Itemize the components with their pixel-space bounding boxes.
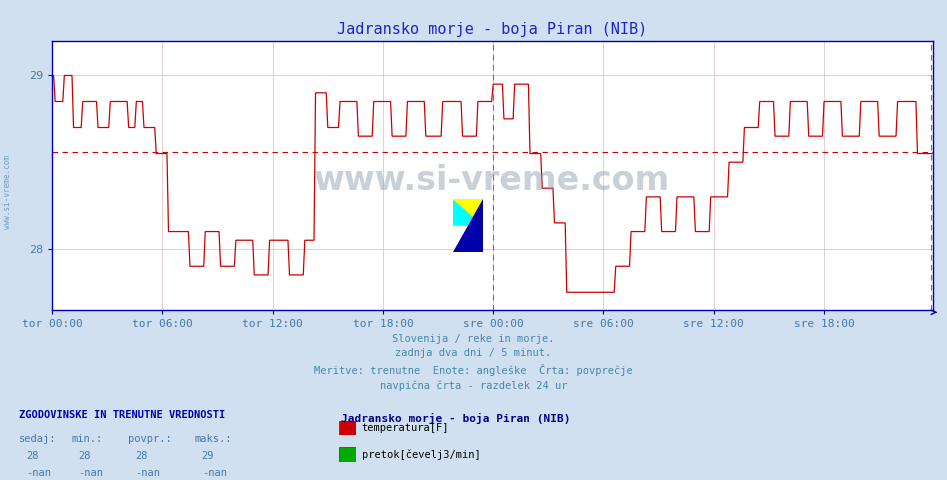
Text: 28: 28 bbox=[135, 451, 148, 461]
Text: www.si-vreme.com: www.si-vreme.com bbox=[3, 155, 12, 229]
Text: temperatura[F]: temperatura[F] bbox=[362, 423, 449, 433]
Text: pretok[čevelj3/min]: pretok[čevelj3/min] bbox=[362, 449, 480, 460]
Text: Jadransko morje - boja Piran (NIB): Jadransko morje - boja Piran (NIB) bbox=[341, 413, 570, 424]
Text: sedaj:: sedaj: bbox=[19, 434, 57, 444]
Text: Slovenija / reke in morje.
zadnja dva dni / 5 minut.
Meritve: trenutne  Enote: a: Slovenija / reke in morje. zadnja dva dn… bbox=[314, 334, 633, 391]
Polygon shape bbox=[453, 199, 483, 226]
Text: -nan: -nan bbox=[79, 468, 103, 478]
Text: -nan: -nan bbox=[202, 468, 226, 478]
Text: povpr.:: povpr.: bbox=[128, 434, 171, 444]
Text: -nan: -nan bbox=[27, 468, 51, 478]
Text: 28: 28 bbox=[27, 451, 39, 461]
Text: 29: 29 bbox=[202, 451, 214, 461]
Title: Jadransko morje - boja Piran (NIB): Jadransko morje - boja Piran (NIB) bbox=[337, 22, 648, 37]
Text: min.:: min.: bbox=[71, 434, 102, 444]
Bar bbox=[453, 226, 483, 252]
Text: -nan: -nan bbox=[135, 468, 160, 478]
Bar bbox=[453, 199, 483, 226]
Text: ZGODOVINSKE IN TRENUTNE VREDNOSTI: ZGODOVINSKE IN TRENUTNE VREDNOSTI bbox=[19, 410, 225, 420]
Polygon shape bbox=[453, 199, 483, 252]
Text: maks.:: maks.: bbox=[194, 434, 232, 444]
Text: 28: 28 bbox=[79, 451, 91, 461]
Text: www.si-vreme.com: www.si-vreme.com bbox=[314, 164, 670, 197]
